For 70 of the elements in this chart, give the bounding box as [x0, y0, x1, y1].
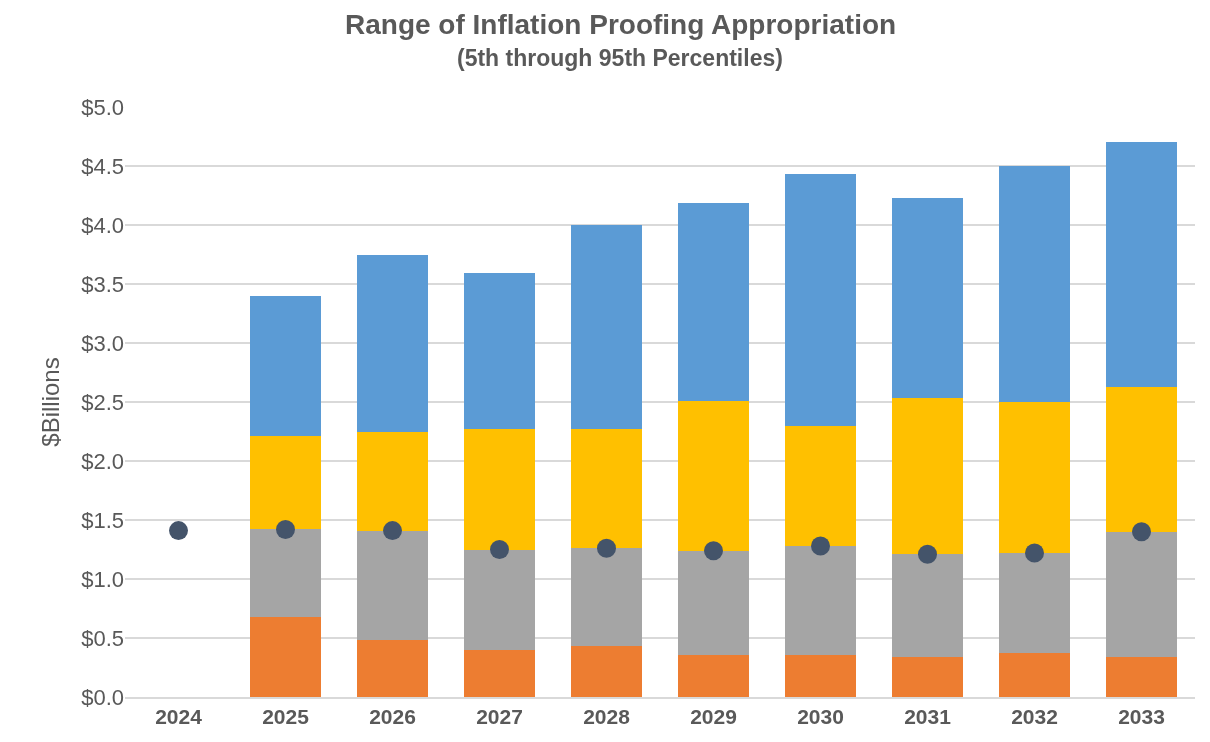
bar: [463, 273, 536, 430]
bar: [891, 398, 964, 555]
y-tick-label: $4.0: [81, 212, 124, 238]
bar: [998, 553, 1071, 654]
point: [276, 519, 295, 539]
y-tick-label: $4.5: [81, 153, 124, 179]
bar: [998, 402, 1071, 554]
x-tick-label: 2031: [904, 704, 952, 728]
y-tick-label: $2.0: [81, 448, 124, 474]
bar: [356, 254, 429, 432]
bar: [249, 529, 322, 617]
x-tick-label: 2024: [155, 704, 203, 728]
bar: [998, 653, 1071, 697]
y-tick-label: $0.5: [81, 625, 124, 651]
x-tick-label: 2027: [476, 704, 523, 728]
y-tick-label: $3.5: [81, 271, 124, 297]
point: [169, 521, 188, 541]
point: [383, 521, 402, 541]
point: [918, 544, 937, 564]
point: [811, 536, 830, 556]
y-tick-label: $5.0: [81, 94, 124, 120]
bar: [463, 429, 536, 550]
y-tick-label: $0.0: [81, 684, 124, 710]
bar: [356, 640, 429, 697]
bar: [1105, 656, 1178, 697]
point: [597, 538, 616, 558]
bar: [1105, 386, 1178, 532]
bar: [891, 197, 964, 399]
x-tick-label: 2026: [369, 704, 416, 728]
x-tick-label: 2032: [1011, 704, 1058, 728]
y-tick-label: $2.5: [81, 389, 124, 415]
bar: [784, 174, 857, 426]
y-tick-label: $1.5: [81, 507, 124, 533]
chart-title: Range of Inflation Proofing Appropriation: [345, 9, 897, 40]
bar: [784, 425, 857, 546]
bar: [570, 646, 643, 697]
bar: [463, 649, 536, 697]
x-tick-label: 2033: [1118, 704, 1165, 728]
bar: [677, 654, 750, 697]
bar: [891, 656, 964, 697]
y-tick-label: $1.0: [81, 566, 124, 592]
point: [704, 541, 723, 561]
point: [490, 540, 509, 559]
bar: [249, 436, 322, 530]
bar: [784, 545, 857, 655]
x-tick-label: 2029: [690, 704, 737, 728]
y-axis-title: $Billions: [37, 357, 65, 447]
bar: [570, 548, 643, 647]
x-tick-label: 2025: [262, 704, 310, 728]
bar: [891, 554, 964, 657]
bar: [249, 295, 322, 437]
bar: [570, 429, 643, 549]
bar: [998, 166, 1071, 402]
bar: [570, 225, 643, 430]
bar: [1105, 142, 1178, 387]
x-tick-label: 2028: [583, 704, 631, 728]
bar: [1105, 531, 1178, 657]
bar: [356, 431, 429, 531]
y-tick-label: $3.0: [81, 330, 124, 356]
point: [1025, 543, 1044, 563]
bar: [677, 550, 750, 655]
bar: [356, 530, 429, 641]
bar: [677, 400, 750, 551]
x-tick-label: 2030: [797, 704, 844, 728]
point: [1132, 522, 1151, 542]
bar: [784, 654, 857, 697]
bar: [463, 549, 536, 650]
chart-subtitle: (5th through 95th Percentiles): [457, 45, 783, 71]
bar: [249, 616, 322, 697]
bar: [677, 202, 750, 401]
